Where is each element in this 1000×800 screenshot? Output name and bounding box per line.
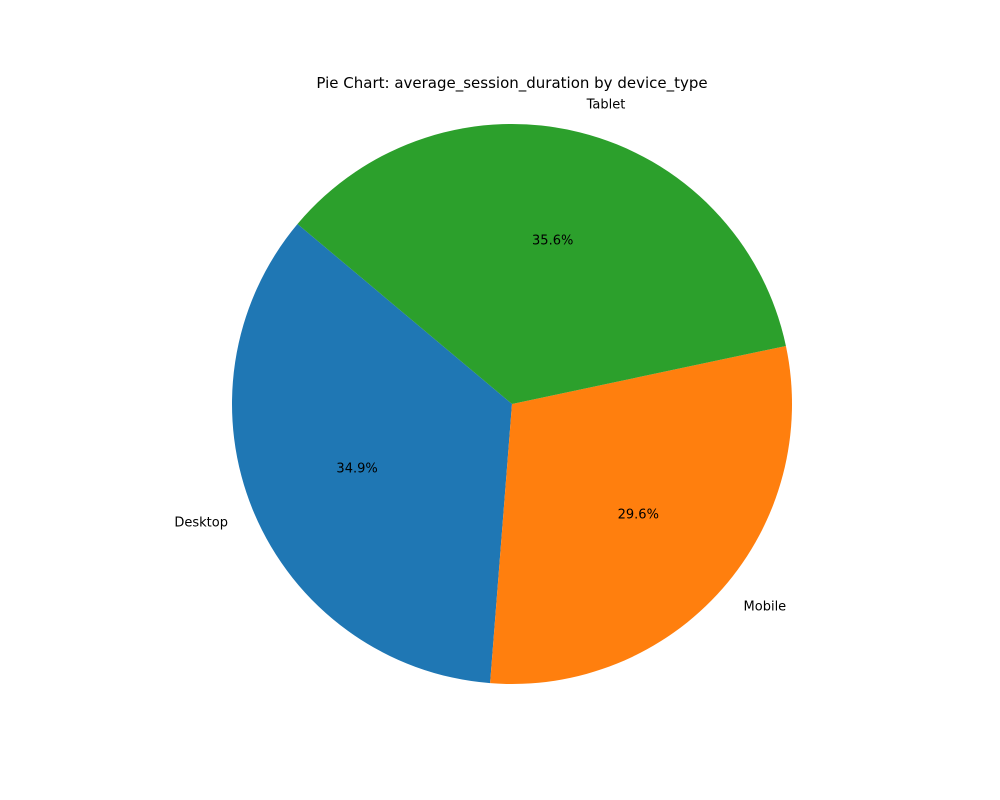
pie-labels: Desktop 34.9% Mobile 29.6% Tablet 35.6% xyxy=(174,98,786,615)
slice-percent-tablet: 35.6% xyxy=(532,234,573,249)
slice-label-mobile: Mobile xyxy=(744,600,787,615)
slice-label-tablet: Tablet xyxy=(586,98,626,113)
slice-percent-desktop: 34.9% xyxy=(336,461,377,476)
slice-percent-mobile: 29.6% xyxy=(618,507,659,522)
chart-title: Pie Chart: average_session_duration by d… xyxy=(316,74,707,93)
slice-label-desktop: Desktop xyxy=(174,516,228,531)
pie-slice-desktop xyxy=(232,224,512,684)
pie-slice-tablet xyxy=(297,124,786,404)
pie-slice-mobile xyxy=(490,345,792,685)
pie-slices xyxy=(232,124,792,685)
